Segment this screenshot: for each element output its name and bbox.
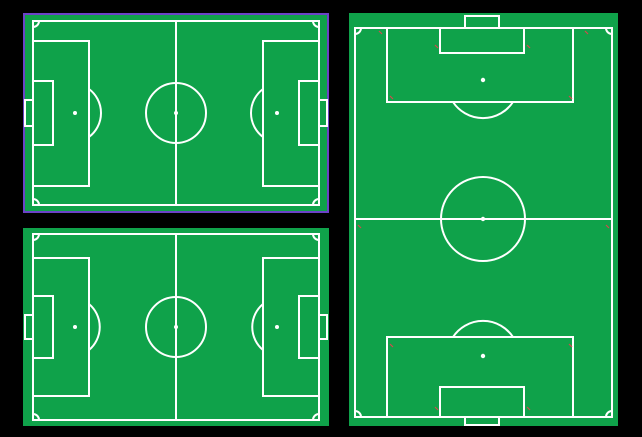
right-penalty-arc [251,303,264,351]
corner-flag-mark [584,30,589,35]
corner-flag-mark [526,44,531,49]
center-spot [174,325,178,329]
corner-flag-mark [526,406,531,411]
corner-arc-bottom-left [32,198,40,206]
corner-arc-bottom-right [605,410,613,418]
bottom-goal-area [439,386,525,418]
right-goal [318,99,328,127]
corner-arc-top-left [354,27,362,35]
soccer-pitch-diagram [354,15,613,426]
top-penalty-area [386,27,574,103]
pitch-template-horizontal[interactable] [23,228,329,426]
center-circle [440,176,526,262]
corner-flag-mark [389,95,394,100]
corner-flag-mark [434,406,439,411]
left-goal [24,99,34,127]
soccer-pitch-diagram [24,20,328,206]
bottom-penalty-spot [480,353,486,359]
right-penalty-area [262,257,320,397]
top-penalty-spot [480,77,486,83]
center-spot [174,111,178,115]
right-penalty-spot [275,325,279,329]
bottom-penalty-area [386,336,574,418]
soccer-pitch-diagram [24,233,328,421]
corner-arc-top-right [605,27,613,35]
left-penalty-spot [73,325,77,329]
right-penalty-spot [275,111,279,115]
right-goal [318,314,328,340]
left-goal [24,314,34,340]
top-goal-area [439,27,525,54]
left-goal-area [32,80,54,146]
left-penalty-arc [88,88,102,138]
corner-arc-bottom-left [354,410,362,418]
corner-arc-bottom-right [312,413,320,421]
bottom-goal [464,416,500,426]
corner-flag-mark [378,30,383,35]
right-penalty-area [262,40,320,187]
center-circle [145,296,207,358]
right-goal-area [298,80,320,146]
left-penalty-arc [88,303,101,351]
bottom-penalty-arc [452,319,514,338]
center-circle [145,82,207,144]
corner-flag-mark [357,224,362,229]
right-goal-area [298,295,320,359]
top-penalty-arc [452,101,514,120]
corner-flag-mark [389,343,394,348]
corner-flag-mark [568,95,573,100]
pitch-template-horizontal-selected[interactable] [23,13,329,213]
right-penalty-arc [250,88,264,138]
center-spot [480,216,486,222]
top-goal [464,15,500,29]
corner-arc-bottom-left [32,413,40,421]
pitch-template-vertical[interactable] [349,13,618,426]
corner-arc-top-right [312,20,320,28]
left-penalty-area [32,40,90,187]
corner-arc-bottom-right [312,198,320,206]
left-goal-area [32,295,54,359]
corner-arc-top-right [312,233,320,241]
corner-flag-mark [568,343,573,348]
corner-flag-mark [605,224,610,229]
left-penalty-area [32,257,90,397]
corner-flag-mark [434,44,439,49]
left-penalty-spot [73,111,77,115]
corner-arc-top-left [32,233,40,241]
corner-arc-top-left [32,20,40,28]
